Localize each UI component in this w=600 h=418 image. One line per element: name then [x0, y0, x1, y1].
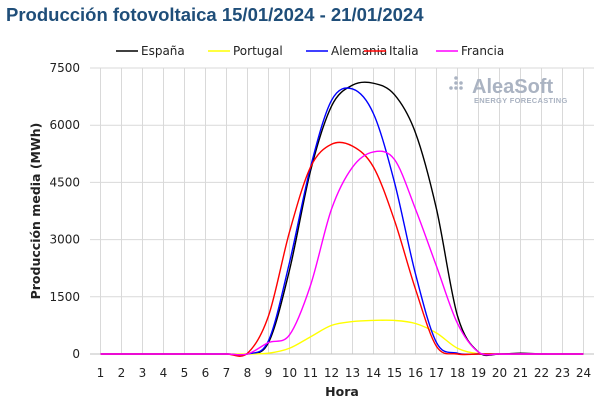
x-tick-label: 9	[265, 366, 273, 380]
logo-dots-icon	[449, 76, 463, 90]
y-axis-label: Producción media (MWh)	[28, 123, 43, 300]
x-tick-label: 15	[387, 366, 402, 380]
chart-title: Producción fotovoltaica 15/01/2024 - 21/…	[6, 4, 424, 25]
x-axis-ticks: 1 2 3 4 5 6 7 8 9 10 11 12 13 14 15 16 17 18 19 20 21 22 23 24	[97, 366, 591, 380]
legend: España Portugal Alemania Italia Francia	[116, 44, 504, 58]
y-tick-label: 7500	[49, 61, 80, 75]
series-line-italia	[100, 141, 584, 357]
legend-label: Francia	[461, 44, 504, 58]
x-tick-label: 8	[244, 366, 252, 380]
legend-item-espana: España	[116, 44, 185, 58]
x-tick-label: 10	[282, 366, 297, 380]
x-tick-label: 7	[223, 366, 231, 380]
x-tick-label: 1	[97, 366, 105, 380]
x-tick-label: 17	[429, 366, 444, 380]
aleasoft-logo: AleaSoft ENERGY FORECASTING	[449, 76, 567, 105]
x-axis-label: Hora	[325, 384, 359, 399]
legend-label: Portugal	[233, 44, 283, 58]
x-tick-label: 13	[345, 366, 360, 380]
x-tick-label: 6	[202, 366, 210, 380]
logo-dot	[454, 86, 458, 90]
x-tick-label: 4	[160, 366, 168, 380]
x-tick-label: 20	[492, 366, 507, 380]
x-tick-label: 3	[139, 366, 147, 380]
legend-item-francia: Francia	[436, 44, 504, 58]
series-line-francia	[100, 150, 584, 356]
legend-item-portugal: Portugal	[208, 44, 283, 58]
y-tick-label: 6000	[49, 118, 80, 132]
logo-dot	[454, 76, 458, 80]
series-line-alemania	[100, 87, 584, 356]
x-tick-label: 12	[324, 366, 339, 380]
x-tick-label: 23	[555, 366, 570, 380]
logo-dot	[454, 81, 458, 85]
legend-label: Italia	[389, 44, 419, 58]
logo-dot	[459, 81, 463, 85]
x-tick-label: 14	[366, 366, 381, 380]
y-axis-ticks: 0 1500 3000 4500 6000 7500	[49, 61, 80, 361]
x-tick-label: 5	[181, 366, 189, 380]
y-tick-label: 3000	[49, 233, 80, 247]
y-tick-label: 0	[72, 347, 80, 361]
legend-item-italia: Italia	[364, 44, 419, 58]
x-tick-label: 16	[408, 366, 423, 380]
y-tick-label: 4500	[49, 175, 80, 189]
x-tick-label: 18	[450, 366, 465, 380]
x-tick-label: 19	[471, 366, 486, 380]
series-line-espana	[100, 81, 584, 357]
x-tick-label: 11	[303, 366, 318, 380]
y-tick-label: 1500	[49, 290, 80, 304]
legend-label: Alemania	[331, 44, 387, 58]
x-tick-label: 2	[118, 366, 126, 380]
series-line-portugal	[100, 319, 584, 355]
logo-dot	[449, 86, 453, 90]
logo-brand: AleaSoft	[472, 76, 553, 98]
x-tick-label: 21	[513, 366, 528, 380]
legend-item-alemania: Alemania	[306, 44, 387, 58]
chart-grid	[90, 67, 594, 355]
series-lines	[100, 81, 584, 357]
logo-tagline: ENERGY FORECASTING	[474, 96, 568, 105]
x-tick-label: 24	[576, 366, 591, 380]
logo-dot	[459, 86, 463, 90]
legend-label: España	[141, 44, 185, 58]
x-tick-label: 22	[534, 366, 549, 380]
